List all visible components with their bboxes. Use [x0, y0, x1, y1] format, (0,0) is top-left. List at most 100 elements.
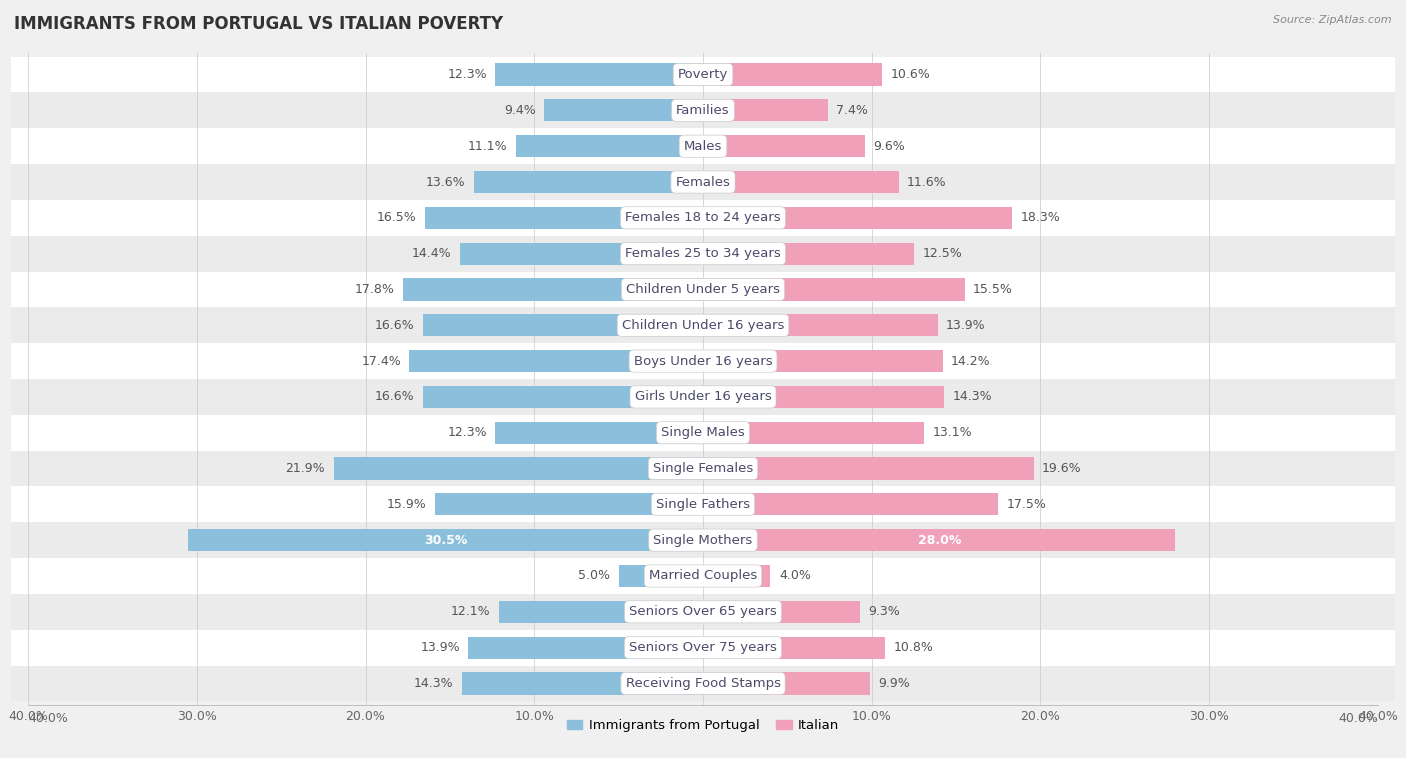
Text: 13.1%: 13.1% — [932, 426, 972, 439]
Bar — [703, 421, 924, 444]
Bar — [703, 565, 770, 587]
Text: 16.5%: 16.5% — [377, 211, 416, 224]
Bar — [423, 314, 703, 337]
Text: 13.9%: 13.9% — [946, 319, 986, 332]
Bar — [474, 171, 703, 193]
Text: 12.3%: 12.3% — [447, 68, 486, 81]
Text: 40.0%: 40.0% — [28, 712, 67, 725]
Bar — [333, 457, 703, 480]
Bar — [423, 386, 703, 408]
Text: Poverty: Poverty — [678, 68, 728, 81]
FancyBboxPatch shape — [11, 415, 1395, 451]
FancyBboxPatch shape — [11, 307, 1395, 343]
Text: 16.6%: 16.6% — [375, 390, 415, 403]
Bar — [703, 672, 870, 694]
FancyBboxPatch shape — [11, 128, 1395, 164]
Text: 19.6%: 19.6% — [1042, 462, 1081, 475]
Text: Families: Families — [676, 104, 730, 117]
Text: Females: Females — [675, 176, 731, 189]
Text: Single Females: Single Females — [652, 462, 754, 475]
Text: 14.4%: 14.4% — [412, 247, 451, 260]
Text: Seniors Over 75 years: Seniors Over 75 years — [628, 641, 778, 654]
Text: Single Males: Single Males — [661, 426, 745, 439]
FancyBboxPatch shape — [11, 200, 1395, 236]
Bar — [409, 350, 703, 372]
Bar — [703, 243, 914, 265]
FancyBboxPatch shape — [11, 522, 1395, 558]
FancyBboxPatch shape — [11, 57, 1395, 92]
Text: Females 18 to 24 years: Females 18 to 24 years — [626, 211, 780, 224]
FancyBboxPatch shape — [11, 451, 1395, 487]
Text: Children Under 5 years: Children Under 5 years — [626, 283, 780, 296]
Text: Married Couples: Married Couples — [650, 569, 756, 582]
Text: 11.1%: 11.1% — [468, 139, 508, 152]
Bar — [703, 207, 1012, 229]
FancyBboxPatch shape — [11, 92, 1395, 128]
Bar — [460, 243, 703, 265]
FancyBboxPatch shape — [11, 271, 1395, 307]
Bar — [703, 99, 828, 121]
Text: 30.5%: 30.5% — [425, 534, 467, 547]
Text: 10.6%: 10.6% — [890, 68, 929, 81]
Text: 9.9%: 9.9% — [879, 677, 910, 690]
Text: Receiving Food Stamps: Receiving Food Stamps — [626, 677, 780, 690]
Bar — [544, 99, 703, 121]
Bar — [703, 457, 1033, 480]
Text: 16.6%: 16.6% — [375, 319, 415, 332]
Bar — [499, 600, 703, 623]
Bar — [434, 493, 703, 515]
Bar — [703, 135, 865, 158]
Bar — [425, 207, 703, 229]
Text: 12.3%: 12.3% — [447, 426, 486, 439]
Text: 18.3%: 18.3% — [1021, 211, 1060, 224]
Text: 17.5%: 17.5% — [1007, 498, 1046, 511]
Text: 10.8%: 10.8% — [894, 641, 934, 654]
Bar — [703, 350, 942, 372]
Text: 14.2%: 14.2% — [950, 355, 991, 368]
Text: 28.0%: 28.0% — [918, 534, 960, 547]
Bar — [468, 637, 703, 659]
Bar — [619, 565, 703, 587]
Text: Single Fathers: Single Fathers — [657, 498, 749, 511]
Text: 12.5%: 12.5% — [922, 247, 962, 260]
FancyBboxPatch shape — [11, 594, 1395, 630]
Bar — [703, 64, 882, 86]
Bar — [495, 64, 703, 86]
Text: 9.6%: 9.6% — [873, 139, 905, 152]
Text: 14.3%: 14.3% — [413, 677, 453, 690]
Bar — [703, 386, 945, 408]
Text: 9.3%: 9.3% — [869, 606, 900, 619]
Text: 15.5%: 15.5% — [973, 283, 1012, 296]
Bar — [703, 171, 898, 193]
Bar — [703, 637, 886, 659]
Bar — [703, 529, 1175, 551]
Text: 40.0%: 40.0% — [1339, 712, 1378, 725]
Text: Boys Under 16 years: Boys Under 16 years — [634, 355, 772, 368]
Text: 4.0%: 4.0% — [779, 569, 811, 582]
Text: IMMIGRANTS FROM PORTUGAL VS ITALIAN POVERTY: IMMIGRANTS FROM PORTUGAL VS ITALIAN POVE… — [14, 15, 503, 33]
Text: Females 25 to 34 years: Females 25 to 34 years — [626, 247, 780, 260]
Text: Single Mothers: Single Mothers — [654, 534, 752, 547]
Text: Seniors Over 65 years: Seniors Over 65 years — [628, 606, 778, 619]
Bar — [461, 672, 703, 694]
Text: 11.6%: 11.6% — [907, 176, 946, 189]
Text: 7.4%: 7.4% — [837, 104, 868, 117]
Legend: Immigrants from Portugal, Italian: Immigrants from Portugal, Italian — [561, 714, 845, 738]
FancyBboxPatch shape — [11, 630, 1395, 666]
Text: 15.9%: 15.9% — [387, 498, 426, 511]
FancyBboxPatch shape — [11, 236, 1395, 271]
FancyBboxPatch shape — [11, 164, 1395, 200]
Text: 17.8%: 17.8% — [354, 283, 394, 296]
FancyBboxPatch shape — [11, 487, 1395, 522]
Text: 5.0%: 5.0% — [578, 569, 610, 582]
Bar — [703, 600, 860, 623]
Bar — [703, 314, 938, 337]
Text: 12.1%: 12.1% — [451, 606, 491, 619]
Text: Males: Males — [683, 139, 723, 152]
Text: 9.4%: 9.4% — [505, 104, 536, 117]
Text: 17.4%: 17.4% — [361, 355, 401, 368]
Text: Children Under 16 years: Children Under 16 years — [621, 319, 785, 332]
FancyBboxPatch shape — [11, 379, 1395, 415]
Text: 13.6%: 13.6% — [426, 176, 465, 189]
Bar — [402, 278, 703, 301]
